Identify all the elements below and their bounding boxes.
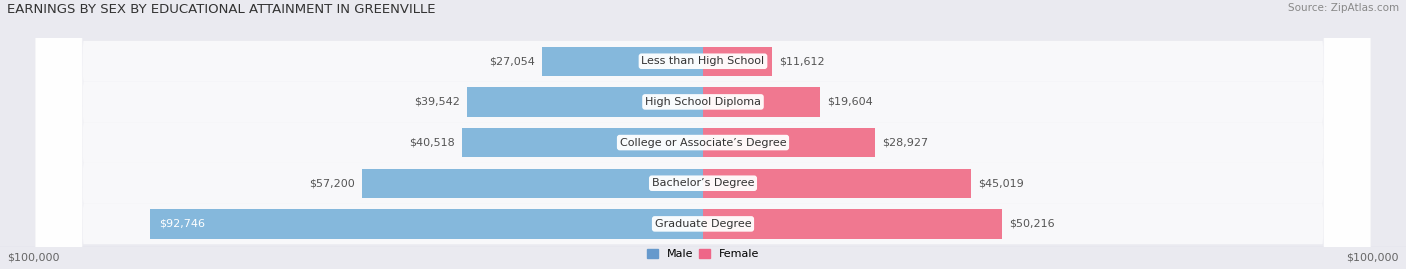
Bar <box>467 87 703 116</box>
FancyBboxPatch shape <box>35 0 1371 269</box>
Text: Bachelor’s Degree: Bachelor’s Degree <box>652 178 754 188</box>
Bar <box>363 169 703 198</box>
FancyBboxPatch shape <box>35 0 1371 269</box>
Text: $11,612: $11,612 <box>779 56 825 66</box>
Bar <box>703 87 820 116</box>
Text: $92,746: $92,746 <box>159 219 205 229</box>
Bar <box>541 47 703 76</box>
Text: Less than High School: Less than High School <box>641 56 765 66</box>
Text: Graduate Degree: Graduate Degree <box>655 219 751 229</box>
Text: $45,019: $45,019 <box>979 178 1024 188</box>
Text: $100,000: $100,000 <box>7 253 59 263</box>
Bar <box>703 169 972 198</box>
FancyBboxPatch shape <box>35 0 1371 269</box>
Bar <box>703 128 876 157</box>
Text: High School Diploma: High School Diploma <box>645 97 761 107</box>
Text: $19,604: $19,604 <box>827 97 873 107</box>
Bar <box>150 209 703 239</box>
Bar <box>461 128 703 157</box>
Text: College or Associate’s Degree: College or Associate’s Degree <box>620 137 786 148</box>
Text: Source: ZipAtlas.com: Source: ZipAtlas.com <box>1288 3 1399 13</box>
Text: $50,216: $50,216 <box>1010 219 1054 229</box>
Bar <box>703 47 772 76</box>
FancyBboxPatch shape <box>35 0 1371 269</box>
FancyBboxPatch shape <box>35 0 1371 269</box>
Bar <box>703 209 1002 239</box>
Text: $100,000: $100,000 <box>1347 253 1399 263</box>
Text: $40,518: $40,518 <box>409 137 454 148</box>
Text: $27,054: $27,054 <box>489 56 534 66</box>
Text: $28,927: $28,927 <box>883 137 928 148</box>
Text: EARNINGS BY SEX BY EDUCATIONAL ATTAINMENT IN GREENVILLE: EARNINGS BY SEX BY EDUCATIONAL ATTAINMEN… <box>7 3 436 16</box>
Text: $57,200: $57,200 <box>309 178 356 188</box>
Text: $39,542: $39,542 <box>415 97 460 107</box>
Legend: Male, Female: Male, Female <box>643 244 763 263</box>
